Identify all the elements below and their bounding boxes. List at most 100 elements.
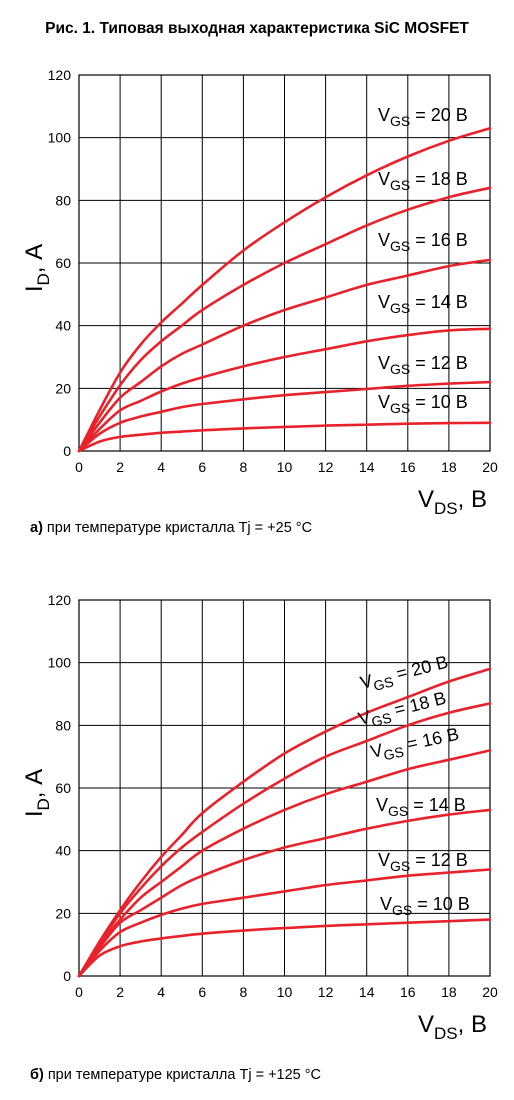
series-label: VGS = 18 В (378, 169, 468, 193)
x-axis-label: VDS, В (418, 486, 487, 515)
x-tick-label: 12 (318, 459, 334, 475)
series-line-vgs-16 (77, 258, 492, 453)
caption-text: при температуре кристалла Tj = +125 °C (43, 1067, 322, 1083)
series-label-sub: GS (390, 113, 410, 129)
series-line-vgs-14 (77, 808, 492, 978)
series-label-main: V (378, 850, 390, 870)
series-line-vgs-18 (77, 186, 492, 453)
x-tick-label: 12 (318, 984, 334, 1000)
series-label-sub: GS (390, 238, 410, 254)
x-tick-label: 2 (116, 984, 124, 1000)
series-label-main: V (376, 795, 388, 815)
x-tick-label: 8 (240, 984, 248, 1000)
y-tick-label: 60 (55, 255, 71, 271)
series-label-main: V (378, 392, 390, 412)
caption-label: а) (30, 520, 43, 536)
series-label-sub: GS (382, 743, 405, 763)
y-tick-label: 80 (55, 192, 71, 208)
series-label-tail: = 14 В (410, 292, 468, 312)
series-label-main: V (380, 894, 392, 914)
x-tick-label: 4 (157, 984, 165, 1000)
series-label-tail: = 16 В (400, 724, 460, 756)
y-tick-label: 120 (48, 67, 72, 83)
series-label: VGS = 20 В (378, 105, 468, 129)
series-line-vgs-18 (77, 702, 492, 978)
y-axis-label-main: I (21, 285, 48, 292)
series-label-sub: GS (370, 709, 394, 729)
series-label: VGS = 12 В (378, 353, 468, 377)
y-axis-label-tail: , А (21, 244, 48, 273)
series-line-vgs-20 (77, 667, 492, 978)
x-axis-label-main: V (418, 1011, 434, 1038)
caption-text: при температуре кристалла Tj = +25 °C (42, 520, 313, 536)
series-label-main: V (378, 353, 390, 373)
x-tick-label: 10 (277, 459, 293, 475)
series-label-tail: = 12 В (410, 850, 468, 870)
caption-label: б) (30, 1067, 44, 1083)
series-line-vgs-12 (77, 868, 492, 978)
series-label-sub: GS (372, 673, 396, 693)
series-label-tail: = 12 В (410, 353, 468, 373)
series-label-main: V (369, 740, 385, 762)
series-label-main: V (356, 707, 372, 729)
y-axis-label: ID, А (21, 244, 53, 292)
x-tick-label: 0 (75, 459, 83, 475)
y-tick-label: 100 (48, 655, 72, 671)
series-label: VGS = 14 В (378, 292, 468, 316)
y-tick-label: 20 (55, 380, 71, 396)
series-label-sub: GS (390, 300, 410, 316)
series-label-main: V (378, 230, 390, 250)
y-axis-label-sub: D (34, 798, 53, 810)
y-axis-label-tail: , А (21, 769, 48, 798)
x-tick-label: 16 (400, 459, 416, 475)
x-tick-label: 0 (75, 984, 83, 1000)
series-label-sub: GS (390, 858, 410, 874)
series-label-main: V (378, 169, 390, 189)
x-axis-label-tail: , В (458, 486, 487, 513)
plot-frame (78, 599, 491, 977)
y-tick-label: 40 (55, 843, 71, 859)
series-label-tail: = 20 В (389, 652, 450, 685)
x-tick-label: 8 (240, 459, 248, 475)
x-axis-label-main: V (418, 486, 434, 513)
y-tick-label: 80 (55, 717, 71, 733)
series-line-vgs-14 (77, 327, 492, 453)
series-line-vgs-10 (77, 421, 492, 453)
caption-125c: б) при температуре кристалла Tj = +125 °… (30, 1067, 321, 1083)
series-label-sub: GS (390, 177, 410, 193)
x-tick-label: 2 (116, 459, 124, 475)
x-tick-label: 6 (198, 459, 206, 475)
series-line-vgs-10 (77, 918, 492, 978)
series-label-tail: = 10 В (412, 894, 470, 914)
series-label-main: V (358, 671, 374, 693)
series-label-main: V (378, 105, 390, 125)
y-tick-label: 100 (48, 130, 72, 146)
x-axis-label-tail: , В (458, 1011, 487, 1038)
series-label-sub: GS (388, 803, 408, 819)
x-tick-label: 20 (482, 984, 498, 1000)
y-tick-label: 120 (48, 592, 72, 608)
x-axis-label-sub: DS (434, 1024, 458, 1043)
figure-title: Рис. 1. Типовая выходная характеристика … (45, 20, 469, 37)
series-line-vgs-16 (77, 749, 492, 978)
y-axis-label-main: I (21, 810, 48, 817)
x-tick-label: 14 (359, 984, 375, 1000)
x-tick-label: 20 (482, 459, 498, 475)
series-label: VGS = 10 В (380, 894, 470, 918)
series-label-tail: = 14 В (408, 795, 466, 815)
series-label-tail: = 20 В (410, 105, 468, 125)
series-label-sub: GS (390, 361, 410, 377)
series-label-tail: = 16 В (410, 230, 468, 250)
x-tick-label: 18 (441, 459, 457, 475)
series-label: VGS = 14 В (376, 795, 466, 819)
y-axis-label: ID, А (21, 769, 53, 817)
series-label-main: V (378, 292, 390, 312)
x-axis-label-sub: DS (434, 499, 458, 515)
x-tick-label: 16 (400, 984, 416, 1000)
x-tick-label: 18 (441, 984, 457, 1000)
caption-25c: а) при температуре кристалла Tj = +25 °C (30, 520, 312, 536)
series-label: VGS = 12 В (378, 850, 468, 874)
y-tick-label: 60 (55, 780, 71, 796)
series-label: VGS = 16 В (378, 230, 468, 254)
